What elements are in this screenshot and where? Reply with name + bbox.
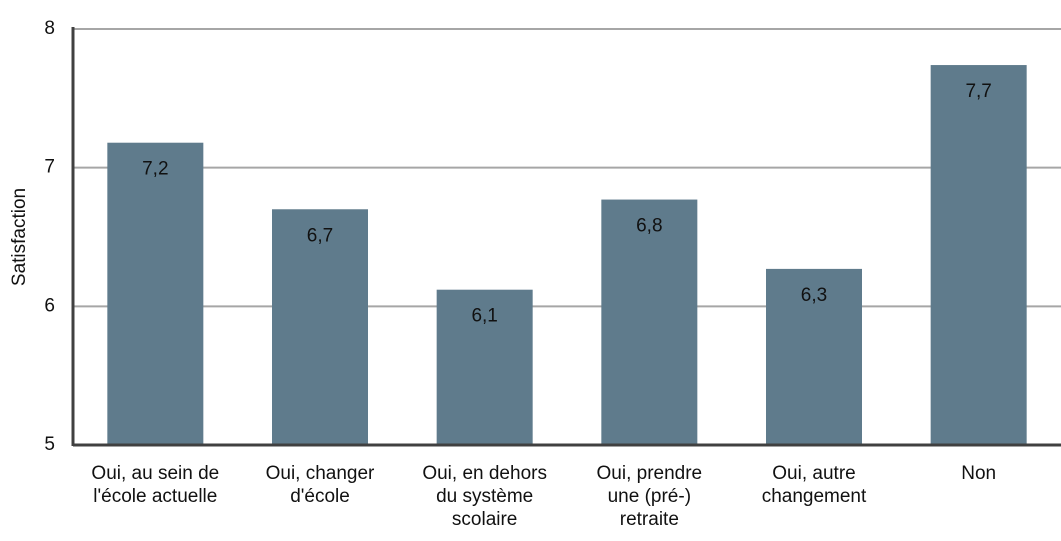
bar — [107, 142, 204, 445]
value-label: 6,7 — [307, 225, 333, 246]
x-tick-label: Non — [961, 463, 997, 484]
bar — [766, 268, 862, 445]
value-label: 7,7 — [965, 81, 991, 102]
y-tick-label: 6 — [44, 295, 55, 316]
y-tick-label: 5 — [44, 434, 55, 455]
value-label: 6,3 — [801, 285, 827, 306]
bar — [436, 289, 533, 445]
y-tick-label: 7 — [44, 157, 55, 178]
bar — [601, 199, 698, 445]
x-tick-label: Oui, au sein de l'école actuelle — [91, 463, 220, 507]
value-label: 6,8 — [636, 216, 662, 237]
y-tick-label: 8 — [44, 18, 55, 39]
y-axis-label: Satisfaction — [9, 188, 30, 286]
value-label: 7,2 — [142, 159, 168, 180]
value-label: 6,1 — [471, 306, 497, 327]
bar — [272, 209, 368, 445]
bar — [930, 65, 1027, 445]
x-tick-label: Oui, prendre une (pré-) retraite — [596, 463, 703, 530]
x-tick-label: Oui, changer d'école — [265, 463, 375, 507]
x-tick-label: Oui, autre changement — [761, 463, 867, 507]
x-tick-label: Oui, en dehors du système scolaire — [422, 463, 547, 530]
